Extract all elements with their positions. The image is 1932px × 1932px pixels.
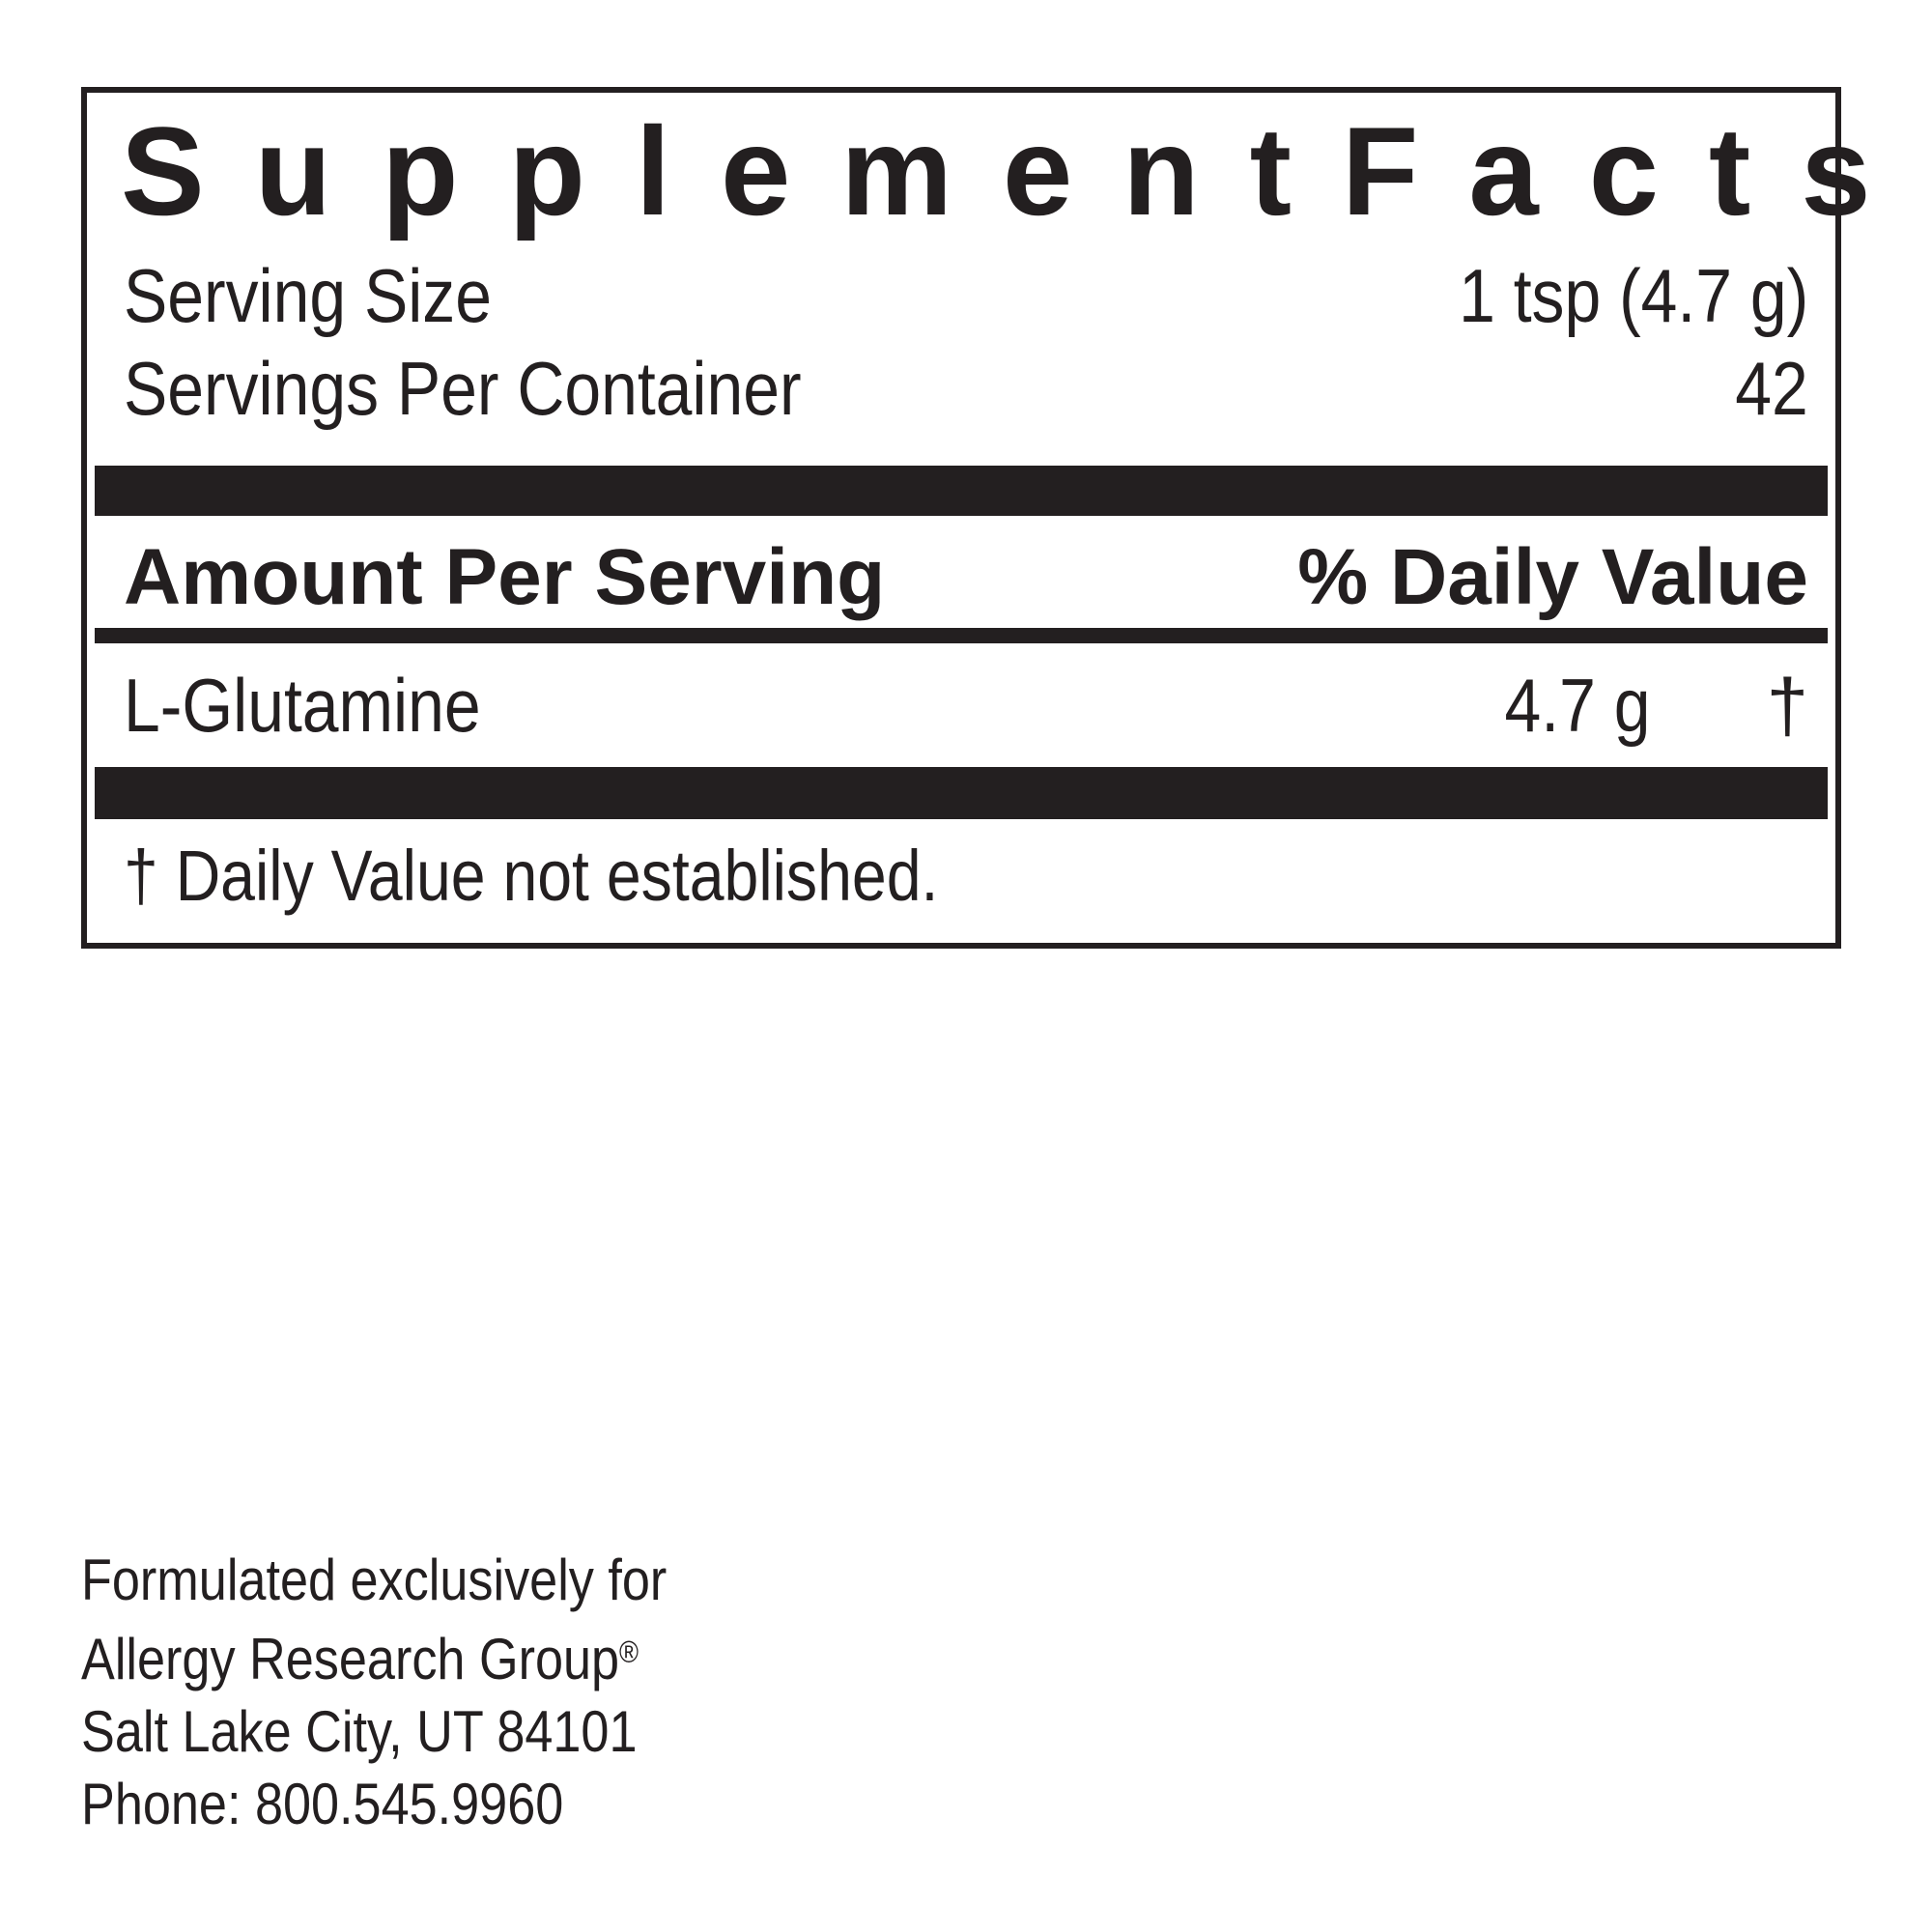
- registered-trademark-symbol: ®: [619, 1635, 639, 1669]
- footer-line-company: Allergy Research Group®: [81, 1616, 754, 1695]
- servings-per-container-value: 42: [1735, 346, 1808, 431]
- serving-info-section: Serving Size 1 tsp (4.7 g) Servings Per …: [95, 249, 1828, 435]
- serving-size-label: Serving Size: [124, 253, 492, 338]
- ingredient-values: 4.7 g †: [1483, 643, 1808, 767]
- title-word-supplement: Supplement: [121, 100, 1342, 242]
- thick-divider-bottom: [95, 767, 1828, 819]
- footer-line-formulated-text: Formulated exclusively for: [81, 1548, 668, 1612]
- panel-title: Supplement Facts: [95, 100, 1871, 242]
- footer-address-block: Formulated exclusively for Allergy Resea…: [81, 1544, 754, 1840]
- thick-divider-top: [95, 466, 1828, 516]
- ingredient-amount: 4.7 g: [1504, 663, 1651, 748]
- footnote-row: † Daily Value not established.: [95, 819, 1828, 933]
- title-word-facts: Facts: [1341, 100, 1921, 242]
- footer-line-phone: Phone: 800.545.9960: [81, 1768, 754, 1840]
- header-rule: [95, 628, 1828, 643]
- amount-per-serving-header: Amount Per Serving: [124, 533, 886, 621]
- serving-size-row: Serving Size 1 tsp (4.7 g): [124, 249, 1808, 342]
- serving-size-value: 1 tsp (4.7 g): [1458, 253, 1808, 338]
- footnote-text: † Daily Value not established.: [124, 836, 939, 916]
- footer-line-city-text: Salt Lake City, UT 84101: [81, 1699, 638, 1765]
- servings-per-container-label: Servings Per Container: [124, 346, 802, 431]
- supplement-facts-panel: Supplement Facts Serving Size 1 tsp (4.7…: [81, 87, 1871, 949]
- servings-per-container-row: Servings Per Container 42: [124, 342, 1808, 435]
- daily-value-header: % Daily Value: [1297, 533, 1808, 621]
- footer-line-company-text: Allergy Research Group®: [81, 1616, 639, 1695]
- company-name: Allergy Research Group: [81, 1627, 620, 1692]
- footer-line-phone-text: Phone: 800.545.9960: [81, 1772, 564, 1837]
- ingredient-dv-dagger: †: [1766, 663, 1808, 748]
- column-header-row: Amount Per Serving % Daily Value: [95, 527, 1828, 628]
- footer-line-formulated: Formulated exclusively for: [81, 1544, 754, 1616]
- ingredient-name: L-Glutamine: [124, 663, 481, 748]
- ingredient-row: L-Glutamine 4.7 g †: [95, 643, 1828, 767]
- footer-line-city: Salt Lake City, UT 84101: [81, 1695, 754, 1768]
